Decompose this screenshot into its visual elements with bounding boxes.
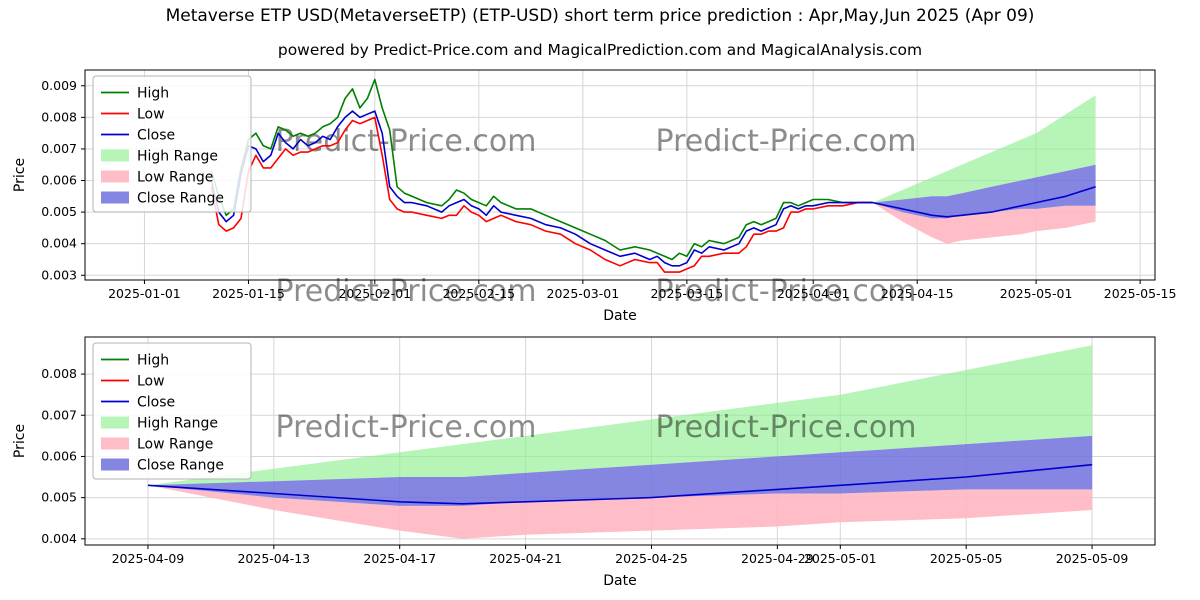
y-tick-label: 0.009 bbox=[41, 78, 77, 93]
x-axis-label: Date bbox=[603, 308, 636, 324]
y-axis-label: Price bbox=[12, 158, 28, 192]
page-subtitle: powered by Predict-Price.com and Magical… bbox=[277, 41, 923, 59]
legend-label: High Range bbox=[137, 149, 218, 165]
x-tick-label: 2025-04-15 bbox=[881, 286, 954, 301]
legend-item-low-range: Low Range bbox=[101, 437, 213, 453]
y-tick-label: 0.003 bbox=[41, 267, 77, 282]
y-tick-label: 0.007 bbox=[41, 407, 77, 422]
legend-box bbox=[92, 342, 252, 480]
watermark-text: Predict-Price.com bbox=[656, 124, 917, 159]
legend-item-high-range: High Range bbox=[101, 149, 218, 165]
low-range-swatch bbox=[101, 437, 129, 450]
low-range-swatch bbox=[101, 170, 129, 183]
y-tick-label: 0.004 bbox=[41, 236, 77, 251]
x-tick-label: 2025-05-15 bbox=[1104, 286, 1177, 301]
y-tick-label: 0.005 bbox=[41, 204, 77, 219]
x-tick-label: 2025-05-01 bbox=[1000, 286, 1073, 301]
top-chart: Predict-Price.com Predict-Price.comPredic… bbox=[12, 69, 1177, 324]
legend-item-high-range: High Range bbox=[101, 416, 218, 432]
legend-label: Low Range bbox=[137, 437, 213, 453]
x-tick-label: 2025-01-15 bbox=[212, 286, 285, 301]
x-tick-label: 2025-04-09 bbox=[112, 551, 185, 566]
legend-label: High bbox=[137, 353, 169, 369]
legend-label: Close Range bbox=[137, 191, 224, 207]
x-tick-label: 2025-04-21 bbox=[489, 551, 562, 566]
close-range-swatch bbox=[101, 191, 129, 204]
y-axis-label: Price bbox=[12, 424, 28, 458]
legend-box bbox=[92, 75, 252, 213]
x-tick-label: 2025-04-29 bbox=[741, 551, 814, 566]
legend-item-close: Close bbox=[101, 128, 175, 144]
x-tick-label: 2025-03-01 bbox=[547, 286, 620, 301]
legend-label: Low bbox=[137, 107, 165, 123]
legend-label: High bbox=[137, 86, 169, 102]
close-range-band bbox=[872, 164, 1096, 219]
legend-item-low: Low bbox=[101, 374, 165, 390]
low-range-band bbox=[872, 202, 1096, 244]
legend-item-low: Low bbox=[101, 107, 165, 123]
y-tick-label: 0.006 bbox=[41, 173, 77, 188]
close-range-swatch bbox=[101, 458, 129, 471]
low-line bbox=[210, 116, 873, 273]
high-range-swatch bbox=[101, 416, 129, 429]
x-tick-label: 2025-02-01 bbox=[338, 286, 411, 301]
x-tick-label: 2025-05-09 bbox=[1056, 551, 1129, 566]
y-tick-label: 0.007 bbox=[41, 141, 77, 156]
plot-border bbox=[84, 336, 1156, 546]
legend: High Low Close High Range Low Range Close Ran… bbox=[92, 342, 252, 480]
high-range-band bbox=[147, 345, 1093, 486]
high-range-band bbox=[872, 95, 1096, 203]
bottom-chart: Predict-Price.com Predict-Price.com 2025-0… bbox=[12, 336, 1156, 589]
legend-item-close-range: Close Range bbox=[101, 458, 224, 474]
legend-item-low-range: Low Range bbox=[101, 170, 213, 186]
x-tick-label: 2025-02-15 bbox=[442, 286, 515, 301]
legend: High Low Close High Range Low Range Close Ran… bbox=[92, 75, 252, 213]
y-tick-label: 0.008 bbox=[41, 366, 77, 381]
x-tick-label: 2025-05-01 bbox=[804, 551, 877, 566]
high-range-swatch bbox=[101, 149, 129, 162]
close-range-band bbox=[147, 435, 1093, 506]
watermark-text: Predict-Price.com bbox=[656, 410, 917, 445]
x-tick-label: 2025-04-17 bbox=[363, 551, 436, 566]
watermark-text: Predict-Price.com bbox=[276, 410, 537, 445]
x-tick-label: 2025-01-01 bbox=[108, 286, 181, 301]
y-tick-label: 0.008 bbox=[41, 109, 77, 124]
x-tick-label: 2025-04-13 bbox=[237, 551, 310, 566]
legend-item-high: High bbox=[101, 86, 169, 102]
y-tick-label: 0.004 bbox=[41, 531, 77, 546]
close-line bbox=[210, 110, 1096, 267]
x-tick-label: 2025-03-15 bbox=[651, 286, 724, 301]
legend-item-high: High bbox=[101, 353, 169, 369]
legend-item-close: Close bbox=[101, 395, 175, 411]
legend-label: High Range bbox=[137, 416, 218, 432]
y-tick-label: 0.006 bbox=[41, 448, 77, 463]
y-tick-label: 0.005 bbox=[41, 490, 77, 505]
page-title: Metaverse ETP USD(MetaverseETP) (ETP-USD… bbox=[165, 6, 1035, 26]
legend-label: Low Range bbox=[137, 170, 213, 186]
x-tick-label: 2025-04-25 bbox=[615, 551, 688, 566]
x-tick-label: 2025-04-01 bbox=[777, 286, 850, 301]
x-tick-label: 2025-05-05 bbox=[930, 551, 1003, 566]
legend-label: Close bbox=[137, 395, 175, 411]
legend-label: Close bbox=[137, 128, 175, 144]
close-line bbox=[147, 463, 1093, 505]
watermark-text: Predict-Price.com bbox=[276, 124, 537, 159]
legend-label: Close Range bbox=[137, 458, 224, 474]
plot-border bbox=[84, 69, 1156, 281]
legend-label: Low bbox=[137, 374, 165, 390]
high-line bbox=[210, 78, 873, 261]
x-axis-label: Date bbox=[603, 573, 636, 589]
legend-item-close-range: Close Range bbox=[101, 191, 224, 207]
low-range-band bbox=[147, 485, 1093, 539]
